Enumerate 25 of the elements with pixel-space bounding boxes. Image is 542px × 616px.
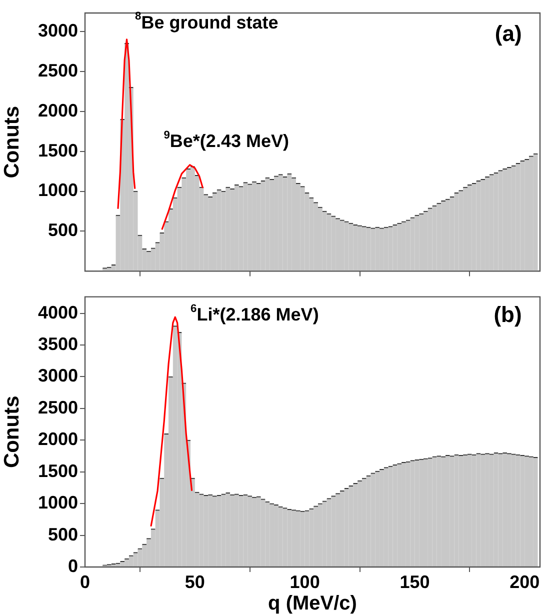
x-tick-label: 0: [80, 572, 90, 592]
x-tick-label: 100: [290, 572, 320, 592]
y-tick-label: 1500: [38, 460, 78, 481]
y-tick-label: 3500: [38, 334, 78, 354]
y-tick-label: 2000: [38, 429, 78, 450]
y-tick-label: 3000: [38, 366, 78, 386]
y-tick-label: 1000: [38, 180, 78, 200]
y-tick-label: 1500: [38, 140, 78, 160]
y-tick-label: 2000: [38, 100, 78, 120]
y-tick-label: 0: [68, 556, 78, 576]
y-tick-label: 500: [48, 220, 78, 240]
annotation: (a): [494, 21, 522, 46]
y-tick-label: 2500: [38, 60, 78, 80]
y-axis-title: Conuts: [0, 396, 24, 468]
x-tick-label: 200: [510, 572, 540, 592]
y-tick-label: 4000: [38, 302, 78, 322]
y-axis-title: Conuts: [0, 106, 24, 178]
y-tick-label: 1000: [38, 492, 78, 513]
y-tick-label: 500: [48, 524, 78, 544]
x-tick-label: 50: [184, 572, 205, 592]
y-tick-label: 3000: [38, 20, 78, 40]
x-tick-label: 150: [400, 572, 430, 592]
annotation: (b): [494, 302, 522, 327]
x-axis-title: q (MeV/c): [268, 592, 357, 615]
y-tick-label: 2500: [38, 397, 78, 418]
